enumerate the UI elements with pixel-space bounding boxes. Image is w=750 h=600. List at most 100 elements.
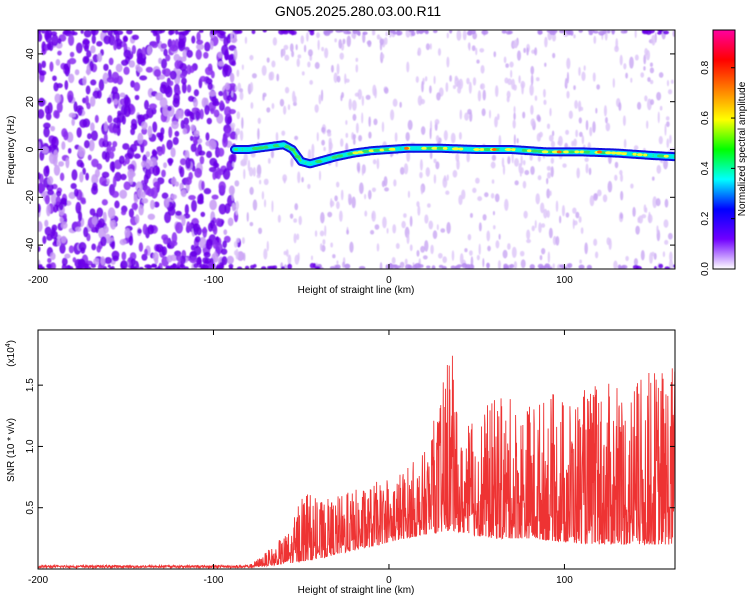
noise-speck bbox=[73, 188, 79, 197]
noise-speck bbox=[45, 165, 50, 174]
noise-speck bbox=[38, 172, 41, 180]
noise-speck bbox=[131, 45, 137, 55]
noise-speck bbox=[124, 156, 130, 165]
noise-speck bbox=[443, 175, 447, 182]
noise-speck bbox=[172, 136, 179, 146]
noise-speck bbox=[506, 90, 511, 99]
noise-speck bbox=[96, 40, 103, 47]
noise-speck bbox=[153, 181, 161, 188]
noise-speck bbox=[415, 76, 419, 83]
noise-speck bbox=[61, 128, 68, 138]
noise-speck bbox=[247, 159, 251, 172]
ridge-blob bbox=[336, 154, 344, 158]
edge-speck bbox=[281, 266, 285, 269]
noise-speck bbox=[182, 128, 188, 135]
noise-speck bbox=[51, 136, 59, 149]
noise-speck bbox=[613, 260, 618, 269]
edge-speck bbox=[139, 266, 144, 269]
colorbar-tick-label: 0.6 bbox=[700, 111, 711, 125]
edge-speck bbox=[47, 264, 52, 269]
noise-speck bbox=[390, 109, 395, 121]
ridge-blob bbox=[388, 147, 397, 151]
ridge-blob bbox=[504, 148, 512, 151]
noise-speck bbox=[555, 235, 560, 246]
noise-speck bbox=[235, 200, 240, 210]
edge-speck bbox=[38, 30, 41, 33]
noise-speck bbox=[376, 243, 380, 252]
noise-speck bbox=[49, 262, 57, 269]
noise-speck bbox=[445, 190, 450, 195]
ridge-blob bbox=[436, 146, 444, 150]
noise-speck bbox=[111, 190, 120, 198]
edge-speck bbox=[546, 30, 553, 33]
noise-speck bbox=[128, 208, 135, 218]
noise-speck bbox=[58, 161, 65, 167]
noise-speck bbox=[352, 100, 357, 111]
noise-speck bbox=[355, 122, 359, 134]
noise-speck bbox=[535, 193, 540, 205]
noise-speck bbox=[504, 77, 509, 84]
noise-speck bbox=[77, 107, 83, 116]
noise-speck bbox=[602, 194, 608, 203]
noise-speck bbox=[461, 189, 466, 200]
noise-speck bbox=[230, 122, 236, 129]
noise-speck bbox=[103, 121, 108, 132]
noise-speck bbox=[284, 54, 290, 61]
noise-speck bbox=[86, 50, 92, 58]
spectrogram-y-axis: -40 -20 0 20 40 bbox=[25, 48, 675, 252]
noise-speck bbox=[581, 71, 586, 82]
ridge-hotspot bbox=[597, 150, 603, 154]
noise-speck bbox=[572, 218, 575, 230]
snr-x-label: Height of straight line (km) bbox=[298, 585, 415, 596]
noise-speck bbox=[142, 223, 148, 235]
noise-speck bbox=[174, 130, 180, 137]
noise-speck bbox=[206, 117, 212, 125]
noise-speck bbox=[317, 39, 320, 51]
edge-speck bbox=[586, 264, 592, 269]
noise-speck bbox=[124, 56, 131, 65]
edge-speck bbox=[344, 263, 351, 269]
noise-speck bbox=[520, 80, 526, 89]
noise-speck bbox=[82, 39, 90, 45]
ridge-blob bbox=[368, 149, 375, 153]
noise-speck bbox=[85, 172, 90, 181]
noise-speck bbox=[358, 134, 363, 142]
noise-speck bbox=[420, 185, 424, 195]
noise-speck bbox=[497, 260, 501, 269]
edge-speck bbox=[50, 31, 58, 36]
noise-speck bbox=[421, 80, 424, 93]
y-tick-label: -40 bbox=[25, 237, 36, 252]
noise-speck bbox=[83, 30, 92, 38]
noise-speck bbox=[353, 138, 356, 145]
noise-speck bbox=[46, 234, 53, 241]
edge-speck bbox=[80, 30, 84, 34]
noise-speck bbox=[498, 233, 501, 240]
noise-speck bbox=[603, 105, 607, 117]
noise-speck bbox=[199, 193, 204, 202]
noise-speck bbox=[83, 226, 89, 238]
noise-speck bbox=[203, 51, 209, 59]
noise-speck bbox=[662, 251, 666, 258]
noise-speck bbox=[90, 45, 96, 54]
noise-speck bbox=[384, 187, 389, 192]
noise-speck bbox=[566, 71, 569, 84]
noise-speck bbox=[227, 116, 232, 125]
x-tick-label: 100 bbox=[556, 275, 573, 286]
noise-speck bbox=[204, 66, 213, 76]
noise-speck bbox=[133, 153, 141, 159]
noise-speck bbox=[575, 211, 580, 219]
noise-speck bbox=[291, 50, 295, 58]
noise-speck bbox=[85, 85, 91, 95]
noise-speck bbox=[440, 228, 446, 233]
figure-title: GN05.2025.280.03.00.R11 bbox=[275, 3, 442, 19]
noise-speck bbox=[137, 132, 144, 145]
noise-speck bbox=[205, 239, 213, 250]
ridge-blob bbox=[373, 148, 381, 152]
edge-speck bbox=[220, 264, 225, 269]
noise-speck bbox=[55, 195, 61, 206]
noise-speck bbox=[562, 163, 567, 168]
noise-speck bbox=[46, 204, 51, 217]
snr-series bbox=[38, 355, 675, 569]
noise-speck bbox=[348, 193, 351, 199]
noise-speck bbox=[548, 134, 554, 142]
